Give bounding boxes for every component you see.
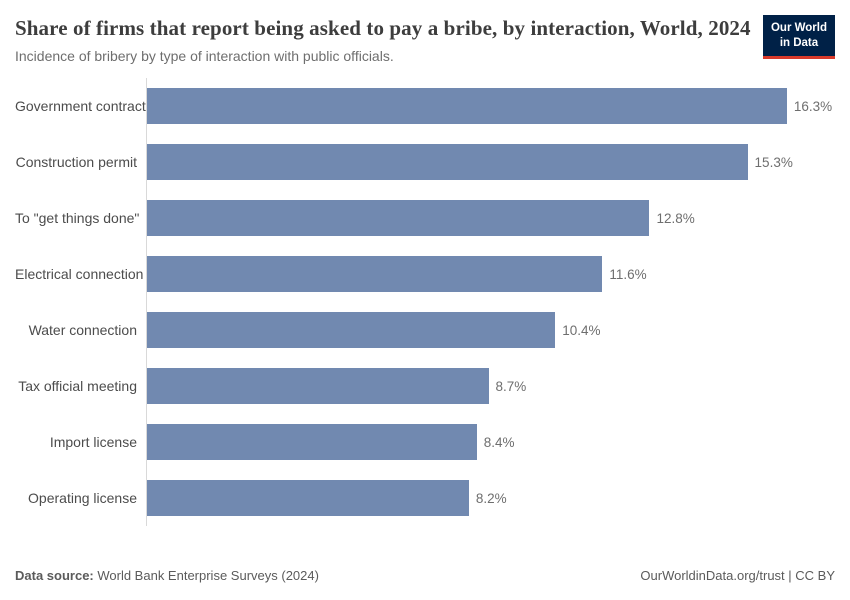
bar[interactable] [147,480,469,517]
bar-row: Government contract 16.3% [15,78,835,134]
category-label: Government contract [15,98,146,115]
data-source: Data source: World Bank Enterprise Surve… [15,568,319,583]
value-label: 8.4% [483,434,515,450]
bar-row: Import license 8.4% [15,414,835,470]
value-label: 12.8% [656,210,695,226]
chart-title: Share of firms that report being asked t… [15,16,751,40]
bar-row: To "get things done" 12.8% [15,190,835,246]
footer: Data source: World Bank Enterprise Surve… [15,568,835,585]
bar-track: 10.4% [146,312,835,349]
value-label: 15.3% [754,154,793,170]
category-label: Construction permit [15,154,137,171]
owid-logo: Our World in Data [762,15,835,59]
bar-row: Tax official meeting 8.7% [15,358,835,414]
bar-track: 15.3% [146,144,835,181]
chart-subtitle: Incidence of bribery by type of interact… [15,48,394,65]
category-label: To "get things done" [15,210,140,227]
bar[interactable] [147,424,477,461]
logo-line-1: Our World [770,22,827,34]
value-label: 8.7% [495,378,527,394]
bar[interactable] [147,144,748,181]
bar[interactable] [147,256,603,293]
category-label: Electrical connection [15,266,144,283]
bar-track: 8.4% [146,424,835,461]
bar[interactable] [147,312,556,349]
value-label: 11.6% [609,266,647,282]
category-label: Operating license [28,490,137,507]
bar-row: Water connection 10.4% [15,302,835,358]
bar-track: 11.6% [146,256,835,293]
category-label: Water connection [28,322,137,339]
value-label: 8.2% [475,490,507,506]
header: Share of firms that report being asked t… [15,15,835,64]
bar-row: Operating license 8.2% [15,470,835,526]
value-label: 10.4% [562,322,601,338]
bar-track: 12.8% [146,200,835,237]
value-label: 16.3% [793,98,833,114]
bar-chart: Government contract 16.3% Construction per… [15,78,835,527]
bar-track: 8.7% [146,368,835,405]
bar-track: 8.2% [146,480,835,517]
bar[interactable] [147,200,650,237]
chart-rows: Government contract 16.3% Construction per… [15,78,835,526]
bar-track: 16.3% [146,88,835,125]
data-source-label: Data source: [15,568,94,583]
logo-line-2: in Data [779,36,819,49]
category-label: Tax official meeting [18,378,137,395]
bar-row: Construction permit 15.3% [15,134,835,190]
bar-row: Electrical connection 11.6% [15,246,835,302]
header-text: Share of firms that report being asked t… [15,15,751,64]
credit-link[interactable]: OurWorldinData.org/trust | CC BY [640,568,835,583]
category-label: Import license [49,434,137,451]
y-axis-line [146,78,147,527]
bar[interactable] [147,88,787,125]
bar[interactable] [147,368,489,405]
data-source-text: World Bank Enterprise Surveys (2024) [93,568,319,583]
